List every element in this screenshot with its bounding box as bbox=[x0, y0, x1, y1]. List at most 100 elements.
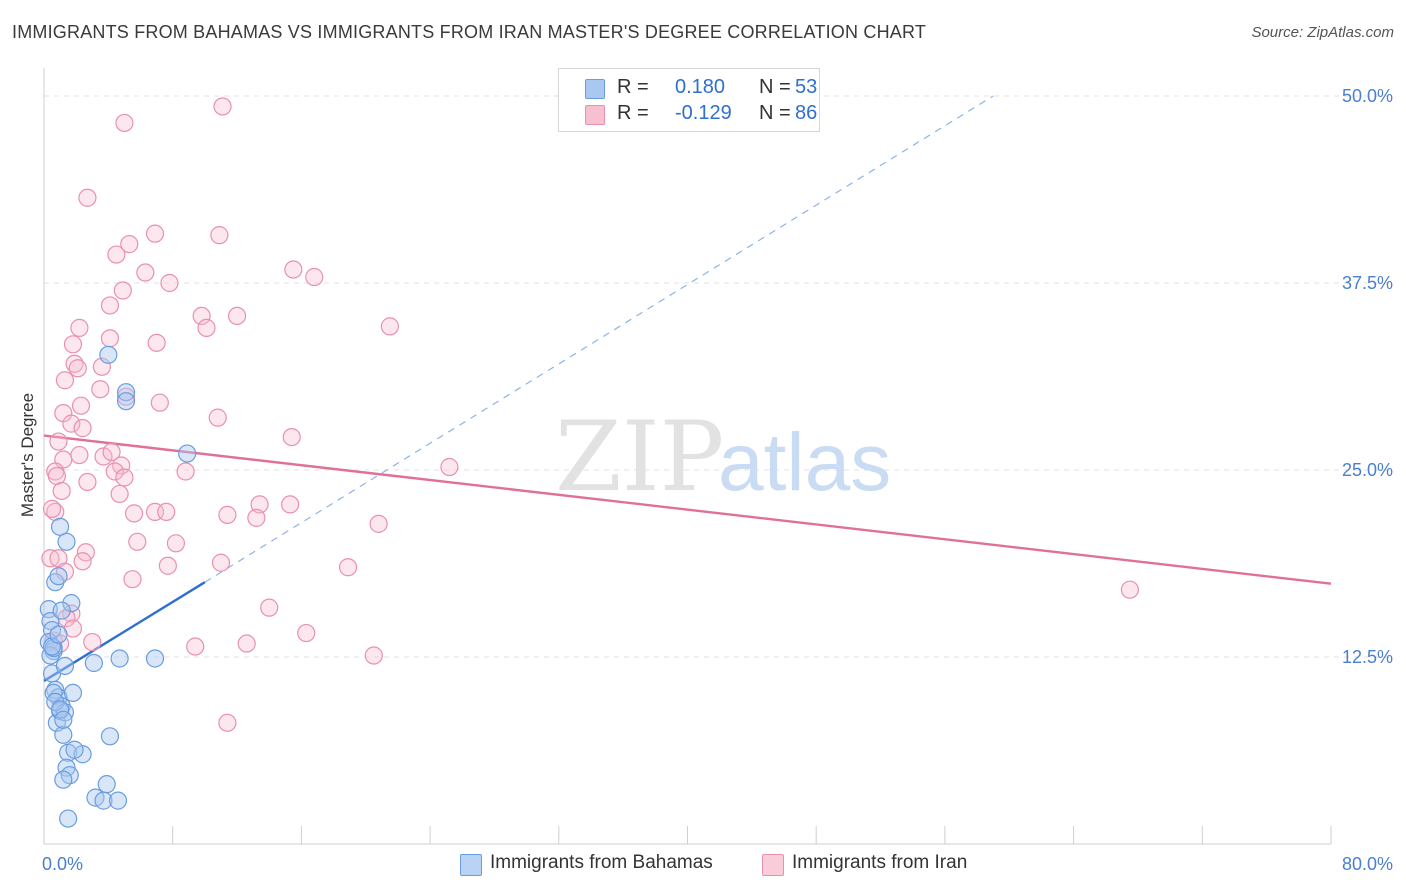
point-iran bbox=[68, 359, 87, 378]
point-iran bbox=[213, 97, 232, 116]
point-iran bbox=[260, 598, 279, 617]
point-iran bbox=[124, 504, 144, 523]
legend-r-value: -0.129 bbox=[675, 102, 732, 124]
point-iran bbox=[113, 281, 132, 300]
point-iran bbox=[160, 273, 179, 293]
legend-swatch-bahamas bbox=[460, 854, 482, 876]
point-iran bbox=[192, 306, 211, 326]
point-iran bbox=[440, 457, 459, 477]
tick-labels: 12.5% 25.0% 37.5% 50.0% 0.0% 80.0% bbox=[42, 86, 1393, 874]
point-bahamas bbox=[110, 649, 129, 668]
point-iran bbox=[128, 532, 147, 551]
legend-r-label: R = bbox=[617, 76, 649, 98]
point-bahamas bbox=[84, 653, 103, 673]
point-iran bbox=[150, 393, 169, 412]
point-iran bbox=[364, 646, 383, 665]
point-bahamas bbox=[99, 345, 118, 364]
point-bahamas bbox=[116, 392, 136, 411]
legend-label-bahamas: Immigrants from Bahamas bbox=[490, 852, 713, 873]
legend-n-value: 86 bbox=[795, 102, 818, 124]
point-bahamas bbox=[49, 625, 68, 644]
data-points bbox=[39, 97, 1140, 828]
point-iran bbox=[78, 472, 97, 492]
point-iran bbox=[227, 306, 247, 326]
point-bahamas bbox=[97, 775, 116, 794]
y-axis-label: Master's Degree bbox=[18, 393, 37, 517]
point-iran bbox=[369, 514, 388, 533]
point-iran bbox=[110, 484, 129, 504]
y-tick-label: 37.5% bbox=[1342, 273, 1393, 293]
point-iran bbox=[70, 318, 89, 337]
point-bahamas bbox=[50, 517, 70, 536]
point-iran bbox=[42, 499, 62, 518]
point-bahamas bbox=[57, 532, 76, 551]
point-iran bbox=[107, 245, 126, 264]
point-iran bbox=[157, 502, 176, 521]
point-iran bbox=[247, 508, 266, 527]
point-iran bbox=[218, 505, 237, 524]
point-iran bbox=[166, 534, 186, 553]
point-iran bbox=[70, 445, 89, 465]
point-bahamas bbox=[63, 683, 83, 703]
point-bahamas bbox=[108, 791, 128, 810]
point-iran bbox=[197, 318, 216, 337]
watermark-zip: ZIP bbox=[555, 401, 724, 513]
y-tick-label: 25.0% bbox=[1342, 460, 1393, 480]
point-iran bbox=[208, 408, 227, 427]
point-iran bbox=[281, 495, 300, 514]
point-bahamas bbox=[59, 809, 78, 828]
point-iran bbox=[218, 713, 237, 732]
point-iran bbox=[115, 113, 134, 133]
point-bahamas bbox=[41, 611, 60, 631]
point-iran bbox=[49, 432, 68, 451]
point-bahamas bbox=[44, 683, 63, 703]
point-bahamas bbox=[54, 725, 73, 744]
point-bahamas bbox=[62, 594, 81, 613]
point-iran bbox=[105, 462, 124, 481]
point-iran bbox=[282, 427, 301, 447]
point-iran bbox=[78, 188, 97, 207]
legend-swatch-iran bbox=[762, 854, 784, 876]
point-iran bbox=[237, 634, 256, 653]
chart-title: IMMIGRANTS FROM BAHAMAS VS IMMIGRANTS FR… bbox=[12, 22, 927, 42]
point-bahamas bbox=[65, 740, 84, 759]
point-bahamas bbox=[100, 727, 120, 746]
point-iran bbox=[52, 481, 71, 501]
point-iran bbox=[297, 623, 316, 643]
point-iran bbox=[145, 224, 165, 243]
legend-swatch-bahamas bbox=[585, 79, 605, 99]
point-bahamas bbox=[52, 601, 71, 620]
watermark: ZIP atlas bbox=[555, 401, 891, 513]
trend-line-bahamas bbox=[43, 581, 206, 682]
legend-n-label: N = bbox=[759, 76, 791, 98]
point-bahamas bbox=[54, 710, 73, 729]
stats-legend: R = 0.180 N = 53 R = -0.129 N = 86 bbox=[558, 68, 820, 132]
legend-r-label: R = bbox=[617, 102, 649, 124]
trend-lines bbox=[43, 95, 1332, 682]
point-iran bbox=[100, 296, 120, 315]
point-iran bbox=[123, 570, 142, 589]
point-iran bbox=[63, 335, 83, 354]
legend-swatch-iran bbox=[585, 105, 605, 125]
y-tick-label: 50.0% bbox=[1342, 86, 1393, 106]
point-iran bbox=[338, 558, 358, 577]
point-iran bbox=[100, 329, 120, 348]
point-iran bbox=[305, 267, 324, 287]
y-tick-label: 12.5% bbox=[1342, 647, 1393, 667]
grid-lines bbox=[44, 95, 1390, 658]
legend-n-value: 53 bbox=[795, 76, 818, 98]
point-iran bbox=[55, 371, 75, 390]
legend-r-value: 0.180 bbox=[675, 76, 726, 98]
point-bahamas bbox=[49, 567, 68, 586]
point-iran bbox=[71, 396, 91, 415]
point-bahamas bbox=[54, 770, 73, 789]
point-iran bbox=[116, 387, 136, 406]
point-iran bbox=[120, 235, 139, 254]
point-iran bbox=[158, 556, 177, 575]
point-iran bbox=[380, 317, 399, 336]
legend-label-iran: Immigrants from Iran bbox=[792, 852, 968, 873]
point-iran bbox=[83, 632, 102, 652]
point-iran bbox=[91, 380, 110, 399]
point-iran bbox=[250, 495, 269, 514]
series-legend: Immigrants from Bahamas Immigrants from … bbox=[0, 852, 1406, 878]
